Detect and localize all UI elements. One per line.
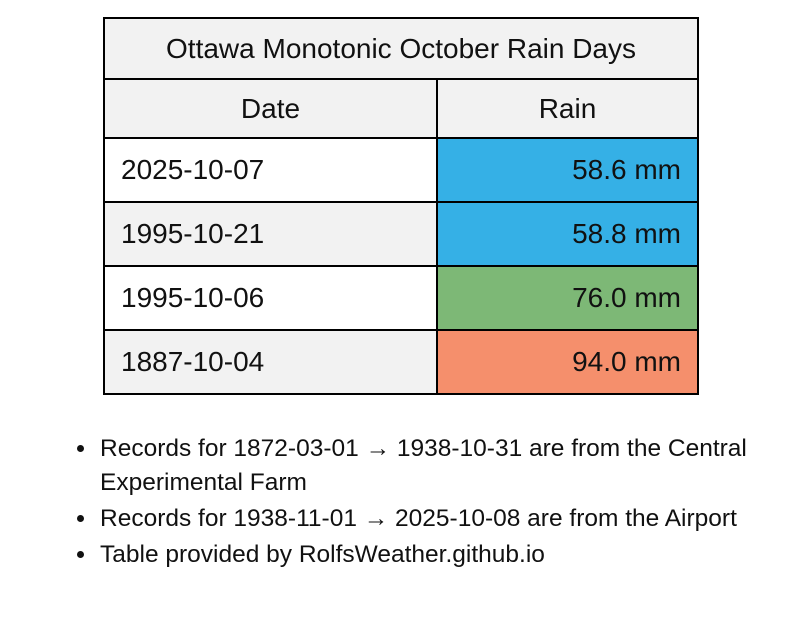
table-title: Ottawa Monotonic October Rain Days	[102, 17, 700, 80]
table-title-row: Ottawa Monotonic October Rain Days	[102, 17, 700, 80]
table-row: 1995-10-21 58.8 mm	[103, 201, 700, 267]
table-header-row: Date Rain	[103, 78, 700, 139]
rain-cell: 58.8 mm	[435, 201, 700, 267]
note-source-farm: Records for 1872-03-01 → 1938-10-31 are …	[98, 432, 766, 500]
rain-cell: 76.0 mm	[435, 265, 700, 331]
date-cell: 1995-10-21	[103, 201, 438, 267]
table-row: 1995-10-06 76.0 mm	[103, 265, 700, 331]
date-cell: 2025-10-07	[103, 137, 438, 203]
date-cell: 1887-10-04	[103, 329, 438, 395]
note-source-airport: Records for 1938-11-01 → 2025-10-08 are …	[98, 502, 766, 536]
table-row: 1887-10-04 94.0 mm	[103, 329, 700, 395]
note-attribution: Table provided by RolfsWeather.github.io	[98, 538, 766, 572]
rain-cell: 58.6 mm	[435, 137, 700, 203]
column-header-date: Date	[103, 78, 438, 139]
notes-list: Records for 1872-03-01 → 1938-10-31 are …	[72, 432, 766, 574]
rain-cell: 94.0 mm	[435, 329, 700, 395]
table-row: 2025-10-07 58.6 mm	[103, 137, 700, 203]
date-cell: 1995-10-06	[103, 265, 438, 331]
rain-days-table: Ottawa Monotonic October Rain Days Date …	[102, 17, 700, 395]
column-header-rain: Rain	[435, 78, 700, 139]
